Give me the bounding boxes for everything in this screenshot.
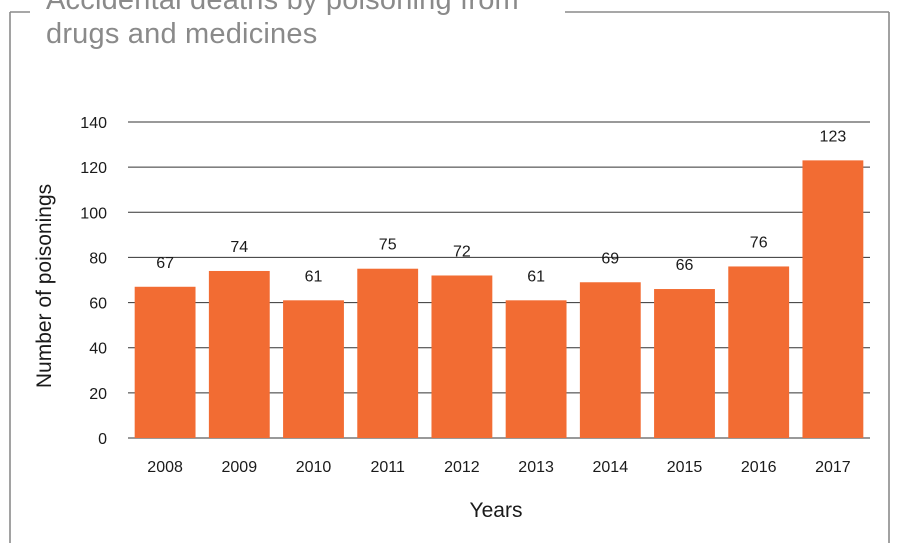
chart-title-line-1: Accidental deaths by poisoning from [46, 0, 519, 16]
y-tick-label: 140 [80, 115, 107, 132]
y-tick-label: 120 [80, 160, 107, 177]
y-tick-label: 80 [89, 250, 107, 267]
x-tick-label: 2011 [370, 459, 405, 476]
bar [134, 286, 196, 438]
bar [728, 266, 790, 438]
y-axis-ticks: 0 20 40 60 80 100 120 140 [80, 115, 107, 448]
bar [505, 300, 567, 438]
data-label: 66 [676, 257, 694, 274]
data-label: 76 [750, 234, 768, 251]
bar [283, 300, 344, 438]
data-label: 61 [527, 268, 545, 285]
y-tick-label: 0 [98, 431, 107, 448]
bar [357, 268, 419, 438]
data-label: 74 [230, 239, 248, 256]
x-tick-label: 2015 [667, 459, 703, 476]
data-label: 67 [156, 255, 174, 272]
data-label: 75 [379, 237, 397, 254]
data-label: 61 [305, 268, 323, 285]
x-tick-label: 2008 [147, 459, 183, 476]
bar [431, 275, 493, 438]
y-tick-label: 100 [80, 205, 107, 222]
x-tick-label: 2012 [444, 459, 480, 476]
chart-title: Accidental deaths by poisoning from drug… [46, 0, 586, 51]
x-tick-label: 2013 [518, 459, 554, 476]
y-axis-title: Number of poisonings [33, 184, 56, 388]
chart-title-line-2: drugs and medicines [46, 18, 318, 50]
x-axis-title: Years [470, 499, 523, 522]
y-tick-label: 40 [89, 341, 107, 358]
data-label: 123 [820, 128, 847, 145]
bar [208, 270, 270, 438]
bars [134, 160, 864, 438]
x-tick-label: 2016 [741, 459, 777, 476]
data-label: 72 [453, 243, 471, 260]
x-axis-ticks: 2008 2009 2010 2011 2012 2013 2014 2015 2016 2017 [147, 459, 850, 476]
x-tick-label: 2010 [296, 459, 332, 476]
bar [654, 289, 715, 438]
bar [579, 282, 641, 438]
y-tick-label: 60 [89, 296, 107, 313]
y-tick-label: 20 [89, 386, 107, 403]
data-label: 69 [601, 250, 619, 267]
bar [802, 160, 864, 438]
x-tick-label: 2009 [222, 459, 258, 476]
x-tick-label: 2017 [815, 459, 851, 476]
data-labels: 67 74 61 75 72 61 69 66 76 123 [156, 128, 846, 285]
x-tick-label: 2014 [593, 459, 629, 476]
